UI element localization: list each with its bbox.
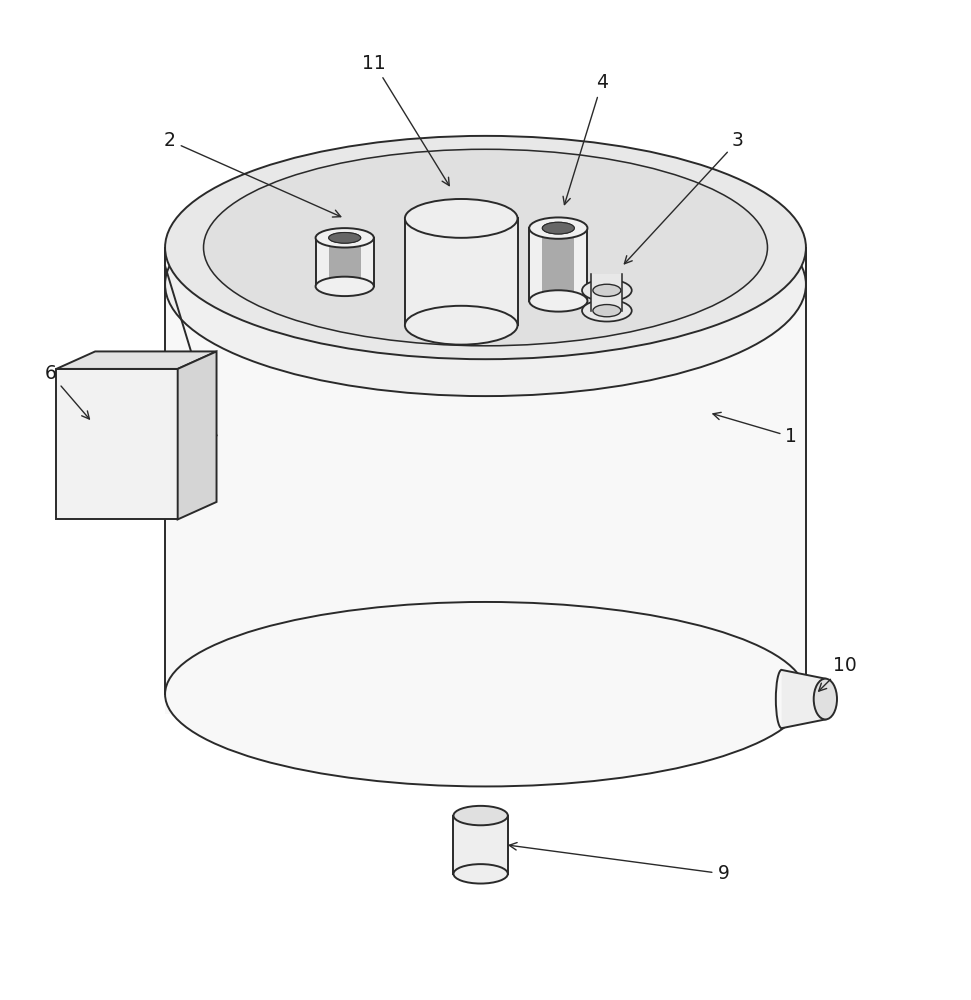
Ellipse shape [165,136,806,359]
Text: 10: 10 [819,656,856,691]
Polygon shape [316,238,374,286]
Ellipse shape [453,806,508,825]
Ellipse shape [542,222,575,234]
Ellipse shape [582,300,632,322]
Polygon shape [56,369,178,519]
Polygon shape [453,816,508,874]
Ellipse shape [405,306,518,345]
Ellipse shape [542,222,575,234]
Ellipse shape [165,602,806,786]
Ellipse shape [582,279,632,301]
Text: 9: 9 [509,843,729,883]
Ellipse shape [814,679,837,719]
Ellipse shape [529,290,587,312]
Ellipse shape [405,199,518,238]
Ellipse shape [165,173,806,396]
Polygon shape [405,218,518,325]
Text: 3: 3 [624,131,744,264]
Polygon shape [543,228,575,301]
Text: 11: 11 [362,54,450,186]
Text: 6: 6 [45,364,89,419]
Polygon shape [165,248,806,714]
Polygon shape [178,351,217,519]
Text: 1: 1 [713,412,797,446]
Ellipse shape [593,305,620,317]
Ellipse shape [328,232,361,243]
Ellipse shape [593,284,620,296]
Ellipse shape [204,149,767,346]
Ellipse shape [316,228,374,248]
Ellipse shape [529,217,587,239]
Polygon shape [328,238,361,286]
Polygon shape [591,274,622,311]
Ellipse shape [453,864,508,884]
Ellipse shape [328,232,361,243]
Polygon shape [56,351,217,369]
Text: 2: 2 [164,131,341,217]
Polygon shape [782,670,825,728]
Text: 4: 4 [563,73,608,205]
Ellipse shape [316,277,374,296]
Polygon shape [529,228,587,301]
